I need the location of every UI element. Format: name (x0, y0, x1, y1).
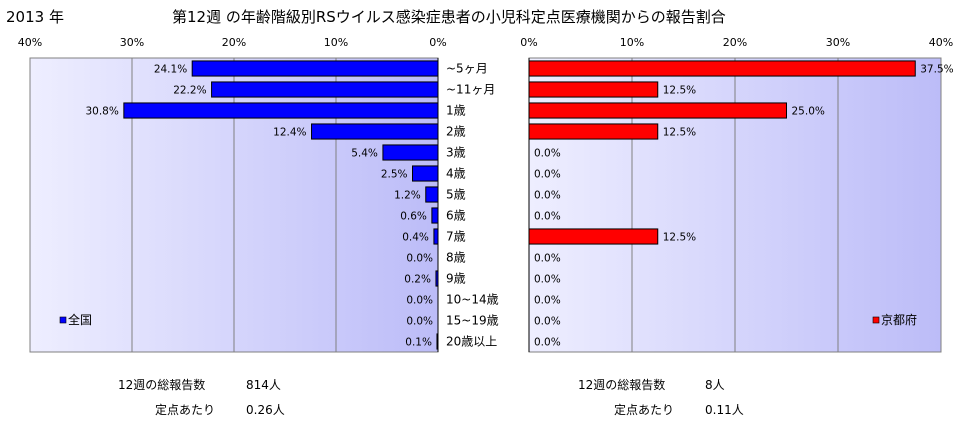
kyoto-data-label: 37.5% (920, 64, 953, 76)
national-data-label: 30.8% (85, 106, 118, 118)
national-bar (211, 81, 439, 98)
kyoto-data-label: 0.0% (534, 169, 561, 181)
national-x-tick-label: 0% (429, 36, 446, 49)
national-data-label: 0.1% (405, 337, 432, 349)
national-legend-label: 全国 (68, 312, 92, 327)
age-category-label: ~11ヶ月 (446, 83, 495, 97)
kyoto-data-label: 25.0% (792, 106, 825, 118)
kyoto-x-tick-label: 40% (929, 36, 953, 49)
kyoto-data-label: 0.0% (534, 295, 561, 307)
kyoto-total-reports-label: 12週の総報告数 (578, 377, 665, 392)
kyoto-bar (528, 81, 659, 98)
kyoto-bar (528, 102, 787, 119)
age-category-label: 1歳 (446, 104, 466, 118)
national-data-label: 0.2% (404, 274, 431, 286)
age-category-label: 6歳 (446, 209, 466, 223)
national-x-tick-label: 10% (324, 36, 348, 49)
kyoto-data-label: 0.0% (534, 274, 561, 286)
kyoto-data-label: 0.0% (534, 211, 561, 223)
kyoto-data-label: 0.0% (534, 337, 561, 349)
national-bar (435, 270, 439, 287)
national-bar (382, 144, 439, 161)
national-data-label: 0.6% (400, 211, 427, 223)
national-data-label: 24.1% (154, 64, 187, 76)
age-category-label: 3歳 (446, 146, 466, 160)
national-x-tick-label: 20% (222, 36, 246, 49)
national-bar (425, 186, 439, 203)
kyoto-x-tick-label: 20% (723, 36, 747, 49)
year-label: 2013 年 (6, 8, 64, 26)
national-bar (412, 165, 439, 182)
national-data-label: 0.0% (406, 316, 433, 328)
national-bar (191, 60, 439, 77)
national-data-label: 1.2% (394, 190, 421, 202)
age-category-label: 5歳 (446, 188, 466, 202)
national-per-site-value: 0.26人 (246, 403, 285, 417)
age-category-label: 4歳 (446, 167, 466, 181)
national-per-site-label: 定点あたり (155, 402, 215, 417)
age-category-labels: ~5ヶ月 ~11ヶ月 1歳 2歳 3歳 4歳 5歳 6歳 7歳 8歳 9歳 10~14歳 15~19歳 2… (446, 62, 499, 349)
age-category-label: ~5ヶ月 (446, 62, 488, 76)
kyoto-chart: 0% 10% 20% 30% 40% 37.5% 12.5% 25.0% 12.5% 0.0% 0.… (520, 36, 954, 353)
kyoto-total-reports-value: 8人 (705, 378, 725, 392)
chart-title: 第12週 の年齢階級別RSウイルス感染症患者の小児科定点医療機関からの報告割合 (172, 8, 726, 26)
kyoto-data-label: 0.0% (534, 148, 561, 160)
kyoto-data-label: 0.0% (534, 253, 561, 265)
kyoto-x-tick-label: 30% (826, 36, 850, 49)
kyoto-data-label: 0.0% (534, 316, 561, 328)
age-category-label: 10~14歳 (446, 293, 499, 307)
age-category-label: 7歳 (446, 230, 466, 244)
kyoto-per-site-value: 0.11人 (705, 403, 744, 417)
kyoto-data-label: 0.0% (534, 190, 561, 202)
national-bar (431, 207, 439, 224)
kyoto-x-tick-label: 0% (520, 36, 537, 49)
national-data-label: 2.5% (381, 169, 408, 181)
national-chart: 40% 30% 20% 10% 0% 24.1% 22.2% 30.8% 12.4% 5.4%2.… (18, 36, 447, 353)
national-x-tick-label: 40% (18, 36, 42, 49)
kyoto-bar (528, 60, 916, 77)
national-data-label: 0.0% (406, 295, 433, 307)
kyoto-legend-swatch (872, 316, 880, 324)
national-x-tick-label: 30% (120, 36, 144, 49)
kyoto-per-site-label: 定点あたり (614, 402, 674, 417)
age-category-label: 2歳 (446, 125, 466, 139)
national-bar (123, 102, 439, 119)
age-category-label: 8歳 (446, 251, 466, 265)
national-total-reports-value: 814人 (246, 378, 281, 392)
national-data-label: 12.4% (273, 127, 306, 139)
kyoto-data-label: 12.5% (663, 232, 696, 244)
kyoto-data-label: 12.5% (663, 85, 696, 97)
national-data-label: 22.2% (173, 85, 206, 97)
kyoto-legend-label: 京都府 (881, 312, 917, 327)
age-category-label: 20歳以上 (446, 335, 497, 349)
kyoto-bar (528, 228, 659, 245)
age-category-label: 15~19歳 (446, 314, 499, 328)
kyoto-data-label: 12.5% (663, 127, 696, 139)
national-data-label: 0.0% (406, 253, 433, 265)
kyoto-bar (528, 123, 659, 140)
age-category-label: 9歳 (446, 272, 466, 286)
national-data-label: 5.4% (351, 148, 378, 160)
national-bar (436, 333, 439, 350)
national-data-label: 0.4% (402, 232, 429, 244)
kyoto-x-tick-label: 10% (620, 36, 644, 49)
national-legend-swatch (59, 316, 67, 324)
national-total-reports-label: 12週の総報告数 (118, 377, 205, 392)
national-bar (311, 123, 439, 140)
national-bar (433, 228, 439, 245)
